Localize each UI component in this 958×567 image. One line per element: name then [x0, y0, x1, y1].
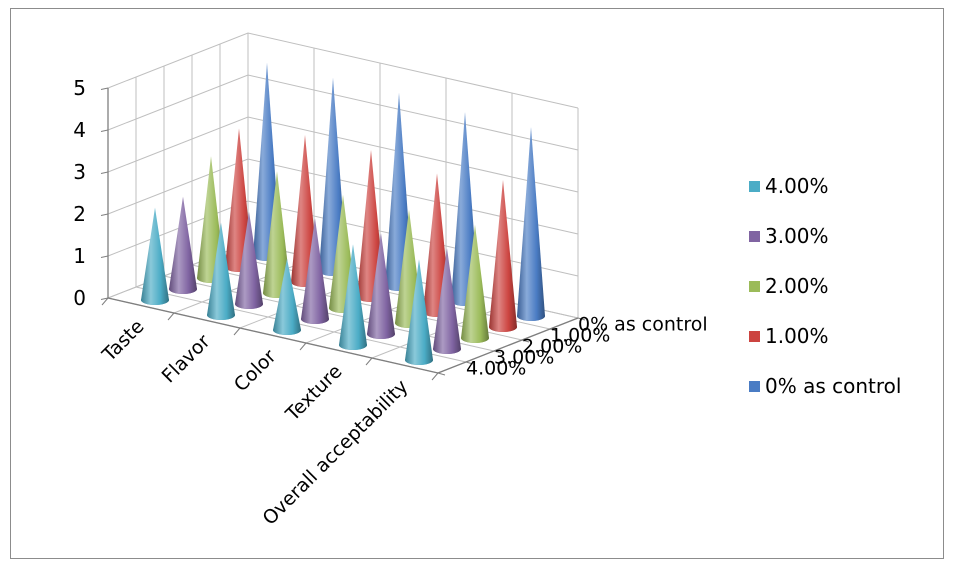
y-tick-mark-5 — [100, 87, 109, 90]
cone-0-as-control-overall-acceptability — [517, 127, 545, 321]
legend-label-4-00: 4.00% — [765, 174, 829, 198]
cone-4-00-texture — [339, 244, 367, 350]
depth-label-2-00: 2.00% — [522, 336, 582, 358]
y-axis-ticks: 0 1 2 3 4 5 — [73, 76, 109, 310]
y-tick-label-2: 2 — [73, 202, 86, 226]
cone-4-00-taste — [141, 207, 169, 305]
category-label-taste: Taste — [98, 315, 149, 366]
legend-label-2-00: 2.00% — [765, 274, 829, 298]
legend-item-4-00: 4.00% — [749, 174, 829, 198]
category-label-overall-acceptability: Overall acceptability — [258, 375, 412, 529]
category-tick-mark-5 — [431, 372, 439, 381]
y-tick-label-3: 3 — [73, 160, 86, 184]
depth-tick-mark-4 — [549, 328, 558, 332]
cone-4-00-overall-acceptability — [405, 259, 433, 365]
cone-3-00-overall-acceptability — [433, 248, 461, 354]
cone-3-00-color — [301, 218, 329, 324]
depth-axis-line — [437, 317, 579, 374]
cone-3-00-flavor — [235, 211, 263, 309]
category-tick-mark-1 — [167, 312, 175, 321]
cone-4-00-flavor — [207, 222, 235, 320]
depth-label-3-00: 3.00% — [494, 347, 554, 369]
y-tick-label-1: 1 — [73, 244, 86, 268]
y-tick-label-5: 5 — [73, 76, 86, 100]
category-axis-line — [107, 297, 439, 374]
category-tick-mark-2 — [233, 327, 241, 336]
depth-label-0-as-control: 0% as control — [578, 314, 708, 336]
cone-4-00-color — [273, 258, 301, 335]
legend-item-0-as-control: 0% as control — [749, 374, 901, 398]
category-tick-mark-3 — [299, 342, 307, 351]
legend: 4.00% 3.00% 2.00% 1.00% 0% as control — [749, 174, 901, 398]
y-tick-mark-0 — [100, 297, 109, 300]
cone-3-00-texture — [367, 233, 395, 339]
category-label-color: Color — [230, 345, 281, 396]
legend-swatch-0-as-control — [749, 381, 760, 392]
legend-swatch-1-00 — [749, 331, 760, 342]
legend-swatch-4-00 — [749, 181, 760, 192]
legend-label-3-00: 3.00% — [765, 224, 829, 248]
depth-tick-mark-0 — [437, 372, 446, 376]
depth-tick-mark-2 — [493, 350, 502, 354]
y-tick-label-4: 4 — [73, 118, 86, 142]
depth-label-1-00: 1.00% — [550, 325, 610, 347]
legend-label-0-as-control: 0% as control — [765, 374, 901, 398]
cone-3-00-taste — [169, 196, 197, 294]
legend-item-1-00: 1.00% — [749, 324, 829, 348]
depth-label-4-00: 4.00% — [466, 358, 526, 380]
depth-tick-mark-1 — [465, 361, 474, 365]
category-tick-mark-4 — [365, 357, 373, 366]
legend-item-2-00: 2.00% — [749, 274, 829, 298]
legend-item-3-00: 3.00% — [749, 224, 829, 248]
depth-tick-mark-5 — [577, 317, 586, 321]
y-tick-mark-2 — [100, 213, 109, 216]
cone-2-00-overall-acceptability — [461, 224, 489, 343]
depth-tick-mark-3 — [521, 339, 530, 343]
legend-swatch-2-00 — [749, 281, 760, 292]
category-label-texture: Texture — [281, 360, 346, 425]
y-tick-label-0: 0 — [73, 286, 86, 310]
legend-swatch-3-00 — [749, 231, 760, 242]
legend-label-1-00: 1.00% — [765, 324, 829, 348]
y-tick-mark-4 — [100, 129, 109, 132]
category-tick-mark-0 — [101, 297, 109, 306]
cone-series — [141, 62, 545, 365]
y-tick-mark-1 — [100, 255, 109, 258]
category-label-flavor: Flavor — [158, 330, 215, 387]
y-tick-mark-3 — [100, 171, 109, 174]
cone-1-00-overall-acceptability — [489, 180, 517, 332]
